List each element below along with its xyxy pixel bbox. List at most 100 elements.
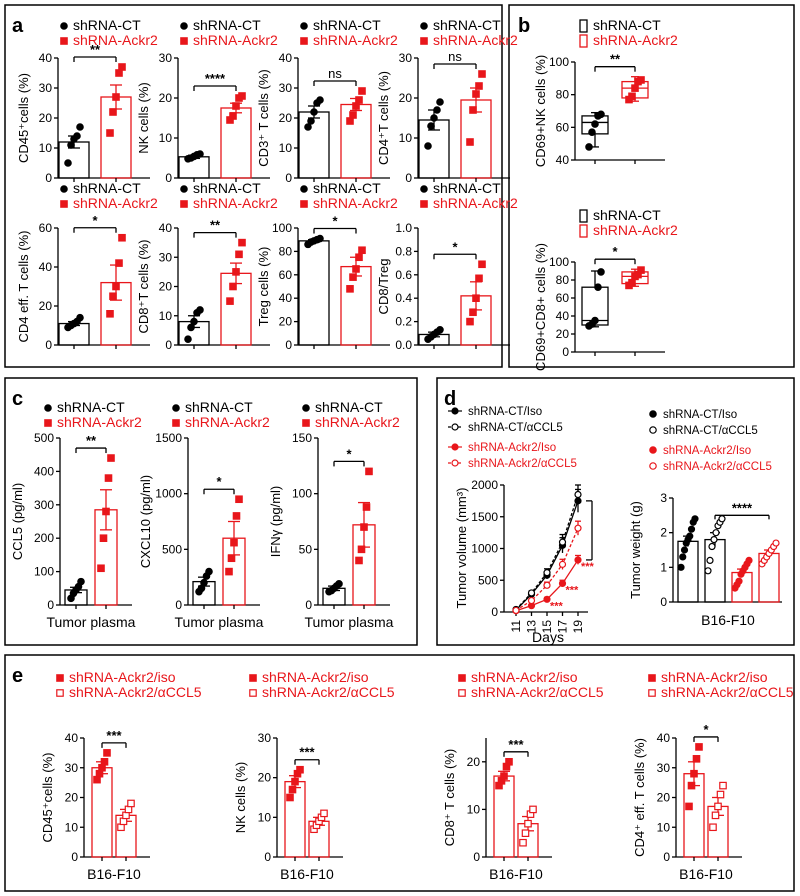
data-point [235,495,243,504]
panel-a-frame [4,4,503,368]
y-axis-label: CD45⁺cells (%) [40,753,55,843]
y-axis-label: CD8⁺T cells (%) [136,239,151,333]
data-point [200,578,208,587]
data-point [232,102,240,110]
data-point [472,294,480,303]
y-tick-label: 40 [279,51,293,65]
y-axis-label: CD69+NK cells (%) [533,55,548,167]
data-point [73,132,81,140]
data-point [316,96,324,104]
legend-label: shRNA-CT [433,180,501,196]
legend-label: shRNA-CT [433,17,501,33]
y-tick-label: 0 [305,598,312,612]
legend-label: shRNA-Ackr2/iso [69,669,176,685]
panel-letter-d: d [444,388,456,410]
y-axis-label: CD8/Treg [376,259,391,315]
data-point [76,123,84,131]
data-point [680,546,689,554]
data-point [543,569,551,577]
data-point [637,76,645,84]
legend-label: shRNA-CT/αCCL5 [468,422,563,434]
data-point [716,790,725,799]
x-axis-label: Tumor plasma [47,614,136,630]
y-axis-label: CCL5 (pg/ml) [10,483,25,560]
data-point [288,785,297,794]
y-tick-label: 30 [39,81,53,95]
legend-marker [300,200,308,208]
data-point [466,138,474,146]
legend-label: shRNA-CT [315,399,383,415]
y-axis-label: CD69+CD8+ cells (%) [533,243,548,371]
data-point [687,525,696,533]
y-axis-label: NK cells (%) [233,762,248,834]
data-point [358,87,366,95]
y-tick-label: 60 [279,268,293,282]
data-point [358,246,366,255]
y-tick-label: 100 [549,255,569,269]
y-tick-label: 0 [491,605,498,619]
data-point [304,123,312,131]
data-point [687,781,696,790]
data-point [430,114,438,122]
legend-label: shRNA-CT/Iso [663,409,737,421]
y-tick-label: 40 [159,221,173,235]
x-tick-label: 15 [540,620,554,634]
y-tick-label: 30 [65,761,79,775]
significance-label: *** [550,600,564,612]
y-axis-label: Tumor weight (g) [628,501,643,599]
y-tick-label: 400 [34,464,54,478]
y-tick-label: 10 [399,131,413,145]
legend-marker [60,22,68,30]
x-axis-label: Days [532,629,564,645]
data-point [296,765,304,774]
legend-marker [180,22,188,30]
data-point [187,323,195,332]
significance-label: ** [610,52,621,67]
y-tick-label: 60 [556,291,570,305]
data-point [335,580,343,588]
data-point [310,108,318,116]
legend-label: shRNA-CT [185,399,253,415]
panel-letter-b: b [518,15,530,37]
y-axis-label: CD3⁺ T cells (%) [256,69,271,166]
data-point [708,542,716,551]
legend-label: shRNA-Ackr2 [185,414,270,430]
data-point [76,313,84,322]
legend-label: shRNA-Ackr2 [315,414,400,430]
data-point [349,111,357,119]
y-tick-label: 2000 [471,478,498,492]
legend-marker [300,37,308,45]
data-point [718,515,726,523]
data-point [238,92,246,100]
data-point [127,799,135,808]
legend-swatch [579,209,588,223]
data-point [232,268,240,276]
data-point [235,250,243,259]
legend-swatch [579,224,588,238]
legend-label: shRNA-CT/Iso [468,406,542,418]
data-point [594,283,602,292]
significance-label: *** [299,745,315,760]
legend-marker [60,200,68,208]
y-tick-label: 20 [159,280,173,294]
data-point [436,98,444,106]
data-point [64,159,72,167]
y-tick-label: 1.0 [395,221,412,235]
y-tick-label: 0.4 [395,291,412,305]
x-tick-label: 13 [525,620,539,634]
data-point [709,823,717,832]
data-point [686,532,694,540]
legend-marker [302,419,310,427]
y-tick-label: 0.0 [395,338,412,352]
data-point [355,96,363,104]
x-axis-label: B16-F10 [489,866,543,882]
data-point [719,781,727,790]
data-point [77,577,85,586]
x-tick-label: 19 [571,620,585,634]
data-point [226,297,234,305]
legend-marker [420,185,428,193]
y-tick-label: 1 [660,560,667,574]
y-tick-label: 30 [279,81,293,95]
x-axis-label: B16-F10 [701,612,755,628]
